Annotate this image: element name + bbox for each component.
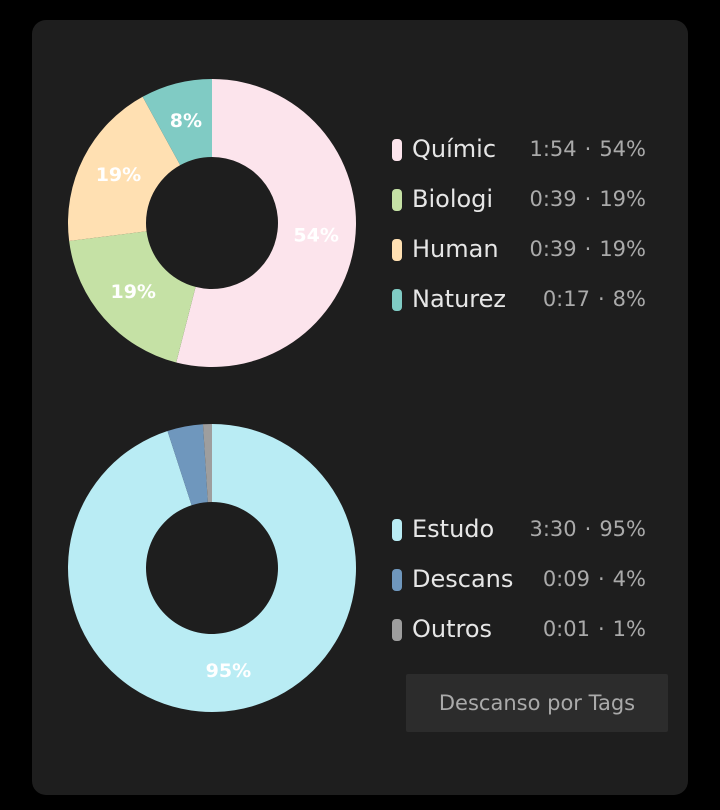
- legend-value: 1:54 · 54%: [529, 137, 646, 161]
- legend-duration: 0:01: [543, 617, 590, 641]
- legend-percent: 4%: [613, 567, 646, 591]
- legend-value: 3:30 · 95%: [529, 517, 646, 541]
- button[interactable]: [406, 674, 668, 732]
- legend-swatch: [392, 519, 402, 541]
- slice: [176, 79, 356, 368]
- legend-duration: 3:30: [529, 517, 576, 541]
- legend-duration: 0:09: [543, 567, 590, 591]
- slice: [69, 231, 196, 363]
- legend-percent: 1%: [613, 617, 646, 641]
- legend-label: Human: [412, 235, 499, 263]
- card: [32, 20, 688, 795]
- slice: [67, 96, 181, 242]
- legend-value: 0:17 · 8%: [543, 287, 646, 311]
- legend-separator: ·: [598, 617, 605, 641]
- legend-label: Outros: [412, 615, 492, 643]
- legend-duration: 0:39: [529, 237, 576, 261]
- button-label[interactable]: Descanso por Tags: [439, 691, 635, 715]
- legend-separator: ·: [585, 187, 592, 211]
- slice-label: 8%: [170, 110, 202, 132]
- slice-label: 95%: [206, 660, 251, 682]
- legend-percent: 95%: [599, 517, 646, 541]
- legend-percent: 19%: [599, 237, 646, 261]
- slice-label: 54%: [293, 225, 338, 247]
- legend-separator: ·: [585, 517, 592, 541]
- legend-value: 0:09 · 4%: [543, 567, 646, 591]
- legend-label: Naturez: [412, 285, 506, 313]
- legend-label: Biologi: [412, 185, 493, 213]
- legend-swatch: [392, 569, 402, 591]
- legend-label: Químic: [412, 135, 496, 163]
- legend-percent: 54%: [599, 137, 646, 161]
- legend-duration: 1:54: [529, 137, 576, 161]
- slice: [142, 79, 212, 166]
- legend-swatch: [392, 289, 402, 311]
- slice: [167, 424, 208, 506]
- legend-percent: 8%: [613, 287, 646, 311]
- legend-separator: ·: [585, 237, 592, 261]
- legend-percent: 19%: [599, 187, 646, 211]
- legend-value: 0:39 · 19%: [529, 187, 646, 211]
- legend-label: Descans: [412, 565, 513, 593]
- legend-swatch: [392, 619, 402, 641]
- slice: [202, 424, 212, 503]
- slice-label: 19%: [96, 164, 141, 186]
- legend-value: 0:01 · 1%: [543, 617, 646, 641]
- slice-label: 19%: [110, 281, 155, 303]
- legend-duration: 0:39: [529, 187, 576, 211]
- legend-swatch: [392, 189, 402, 211]
- slice: [68, 424, 356, 712]
- legend-swatch: [392, 239, 402, 261]
- legend-value: 0:39 · 19%: [529, 237, 646, 261]
- legend-separator: ·: [598, 287, 605, 311]
- legend-separator: ·: [585, 137, 592, 161]
- legend-label: Estudo: [412, 515, 494, 543]
- legend-separator: ·: [598, 567, 605, 591]
- legend-swatch: [392, 139, 402, 161]
- legend-duration: 0:17: [543, 287, 590, 311]
